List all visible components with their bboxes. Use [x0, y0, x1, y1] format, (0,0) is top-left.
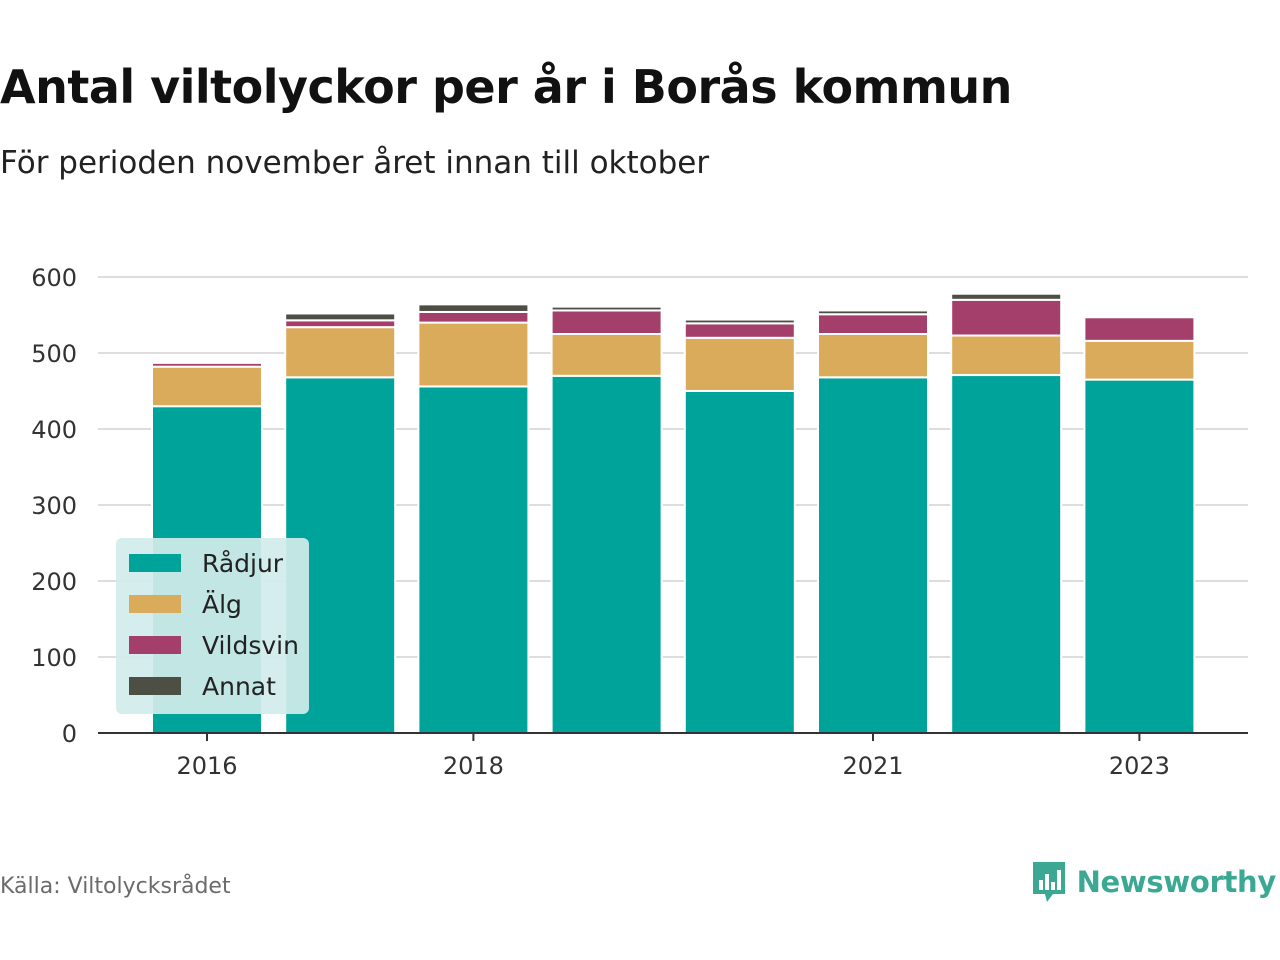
bar-segment-älg[interactable] [550, 333, 663, 377]
legend-swatch-älg [129, 595, 181, 613]
bar-segment-älg[interactable] [417, 321, 530, 388]
bar-segment-älg[interactable] [817, 333, 929, 379]
bar-segment-älg[interactable] [284, 326, 397, 379]
y-axis-ticks: 0 100 200 300 400 500 600 [31, 264, 77, 748]
brand-logo[interactable]: Newsworthy [1031, 860, 1276, 904]
y-tick-label: 100 [31, 644, 77, 672]
bar-segment-annat[interactable] [417, 303, 530, 313]
bar-segment-älg[interactable] [683, 336, 796, 392]
legend-label: Älg [202, 590, 242, 619]
bar-segment-annat[interactable] [284, 312, 397, 322]
bar-segment-vildsvin[interactable] [284, 319, 397, 329]
x-tick-label: 2021 [842, 752, 903, 780]
bar-segment-rådjur[interactable] [683, 390, 796, 734]
bar-segment-rådjur[interactable] [417, 385, 530, 734]
bar-segment-vildsvin[interactable] [151, 361, 263, 368]
bar-segment-älg[interactable] [950, 334, 1063, 377]
legend-swatch-annat [129, 677, 181, 695]
y-tick-label: 300 [31, 492, 77, 520]
bar-segment-älg[interactable] [151, 365, 263, 408]
bar-segment-rådjur[interactable] [950, 374, 1063, 734]
legend-label: Annat [202, 672, 276, 701]
bar-segment-annat[interactable] [683, 318, 796, 325]
bar-segment-vildsvin[interactable] [817, 313, 929, 335]
x-tick-label: 2016 [176, 752, 237, 780]
y-tick-label: 600 [31, 264, 77, 292]
y-tick-label: 400 [31, 416, 77, 444]
bar-segment-vildsvin[interactable] [1083, 316, 1196, 342]
bar-segment-annat[interactable] [550, 305, 663, 312]
bar-segment-älg[interactable] [1083, 339, 1196, 381]
brand-name: Newsworthy [1076, 865, 1277, 899]
bar-segment-vildsvin[interactable] [550, 309, 663, 336]
bar-segment-rådjur[interactable] [550, 374, 663, 734]
bar-segment-vildsvin[interactable] [417, 310, 530, 324]
y-tick-label: 0 [62, 720, 77, 748]
legend-swatch-rådjur [129, 554, 181, 572]
bar-segment-vildsvin[interactable] [950, 298, 1063, 337]
y-tick-label: 500 [31, 340, 77, 368]
source-note: Källa: Viltolycksrådet [0, 874, 231, 899]
chart-title: Antal viltolyckor per år i Borås kommun [0, 60, 1012, 114]
x-axis-ticks: 2016 2018 2021 2023 [176, 733, 1170, 780]
y-tick-label: 200 [31, 568, 77, 596]
bar-segment-annat[interactable] [950, 292, 1063, 301]
x-tick-label: 2023 [1109, 752, 1170, 780]
legend-label: Rådjur [202, 549, 284, 578]
bar-segment-vildsvin[interactable] [683, 322, 796, 339]
legend-swatch-vildsvin [129, 636, 181, 654]
bar-segment-rådjur[interactable] [1083, 378, 1196, 734]
x-tick-label: 2018 [443, 752, 504, 780]
legend-box [116, 538, 309, 714]
bar-chart-logo-icon [1032, 862, 1065, 902]
legend[interactable]: Rådjur Älg Vildsvin Annat [116, 538, 309, 714]
legend-label: Vildsvin [202, 631, 299, 660]
bar-segment-rådjur[interactable] [817, 376, 929, 734]
chart-subtitle: För perioden november året innan till ok… [0, 145, 710, 181]
bar-segment-annat[interactable] [817, 309, 929, 316]
